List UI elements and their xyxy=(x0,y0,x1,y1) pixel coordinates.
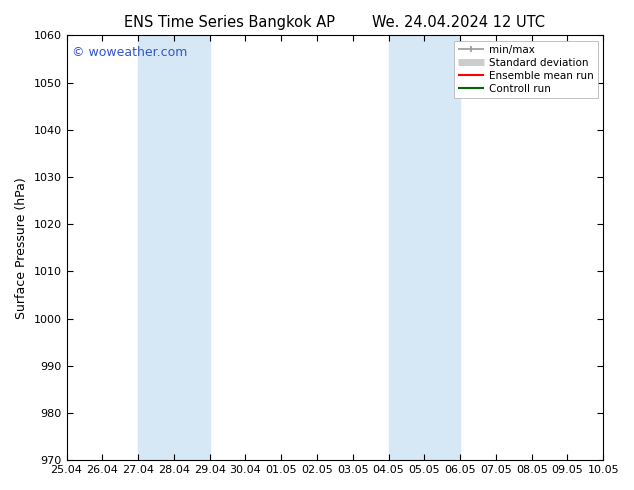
Bar xyxy=(138,35,210,460)
Legend: min/max, Standard deviation, Ensemble mean run, Controll run: min/max, Standard deviation, Ensemble me… xyxy=(454,41,598,98)
Text: © woweather.com: © woweather.com xyxy=(72,46,187,59)
Y-axis label: Surface Pressure (hPa): Surface Pressure (hPa) xyxy=(15,177,28,318)
Title: ENS Time Series Bangkok AP        We. 24.04.2024 12 UTC: ENS Time Series Bangkok AP We. 24.04.202… xyxy=(124,15,545,30)
Bar xyxy=(389,35,460,460)
